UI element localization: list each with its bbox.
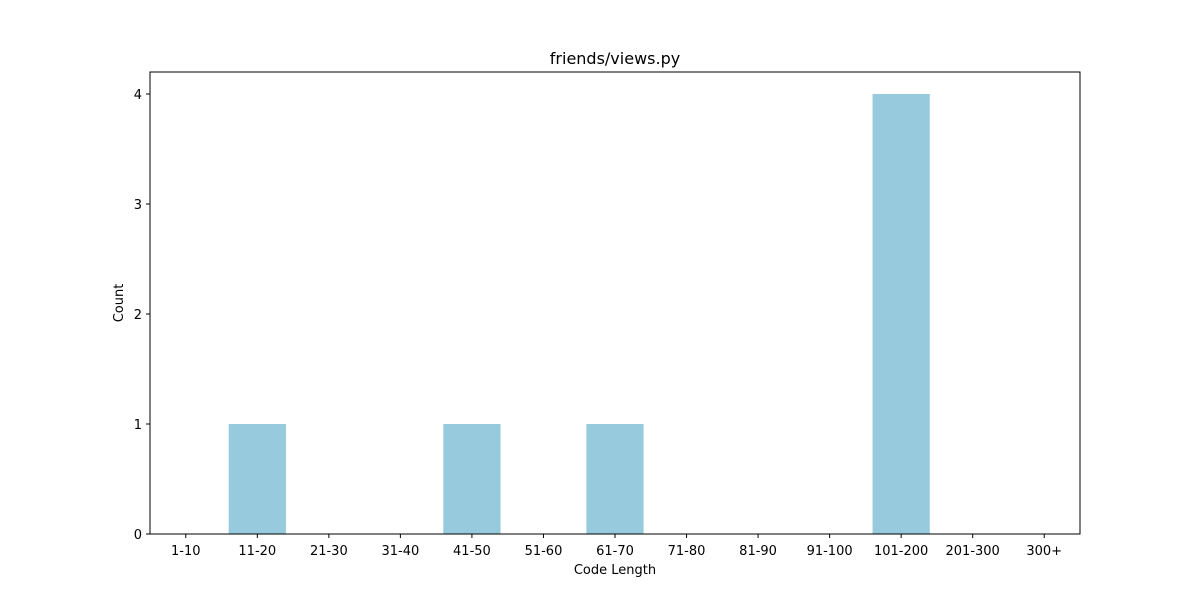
- x-tick-label: 1-10: [171, 544, 201, 559]
- x-tick-label: 71-80: [668, 544, 706, 559]
- x-tick-label: 51-60: [525, 544, 563, 559]
- x-tick-label: 101-200: [874, 544, 928, 559]
- x-tick-label: 21-30: [310, 544, 348, 559]
- plot-frame: [149, 71, 1081, 535]
- y-tick-label: 4: [134, 88, 142, 103]
- bar-101-200: [872, 94, 930, 534]
- y-tick-label: 3: [134, 198, 142, 213]
- x-tick-label: 201-300: [946, 544, 1000, 559]
- bars-group: [228, 94, 930, 534]
- bar-41-50: [443, 424, 501, 534]
- y-tick-label: 2: [134, 308, 142, 323]
- chart-title: friends/views.py: [550, 49, 680, 68]
- x-tick-label: 81-90: [739, 544, 777, 559]
- x-tick-label: 61-70: [596, 544, 634, 559]
- x-axis-label: Code Length: [574, 563, 656, 578]
- x-tick-label: 91-100: [807, 544, 853, 559]
- y-tick-label: 1: [134, 418, 142, 433]
- x-axis-ticks: 1-10 11-20 21-30 31-40 41-50 51-60 61-70 71-80 8…: [171, 534, 1062, 559]
- x-tick-label: 31-40: [381, 544, 419, 559]
- bar-11-20: [228, 424, 286, 534]
- y-axis-label: Count: [112, 284, 127, 323]
- y-tick-label: 0: [134, 528, 142, 543]
- x-tick-label: 300+: [1026, 544, 1062, 559]
- y-axis-ticks: 0 1 2 3 4: [134, 88, 150, 543]
- bar-61-70: [586, 424, 644, 534]
- x-tick-label: 41-50: [453, 544, 491, 559]
- x-tick-label: 11-20: [238, 544, 276, 559]
